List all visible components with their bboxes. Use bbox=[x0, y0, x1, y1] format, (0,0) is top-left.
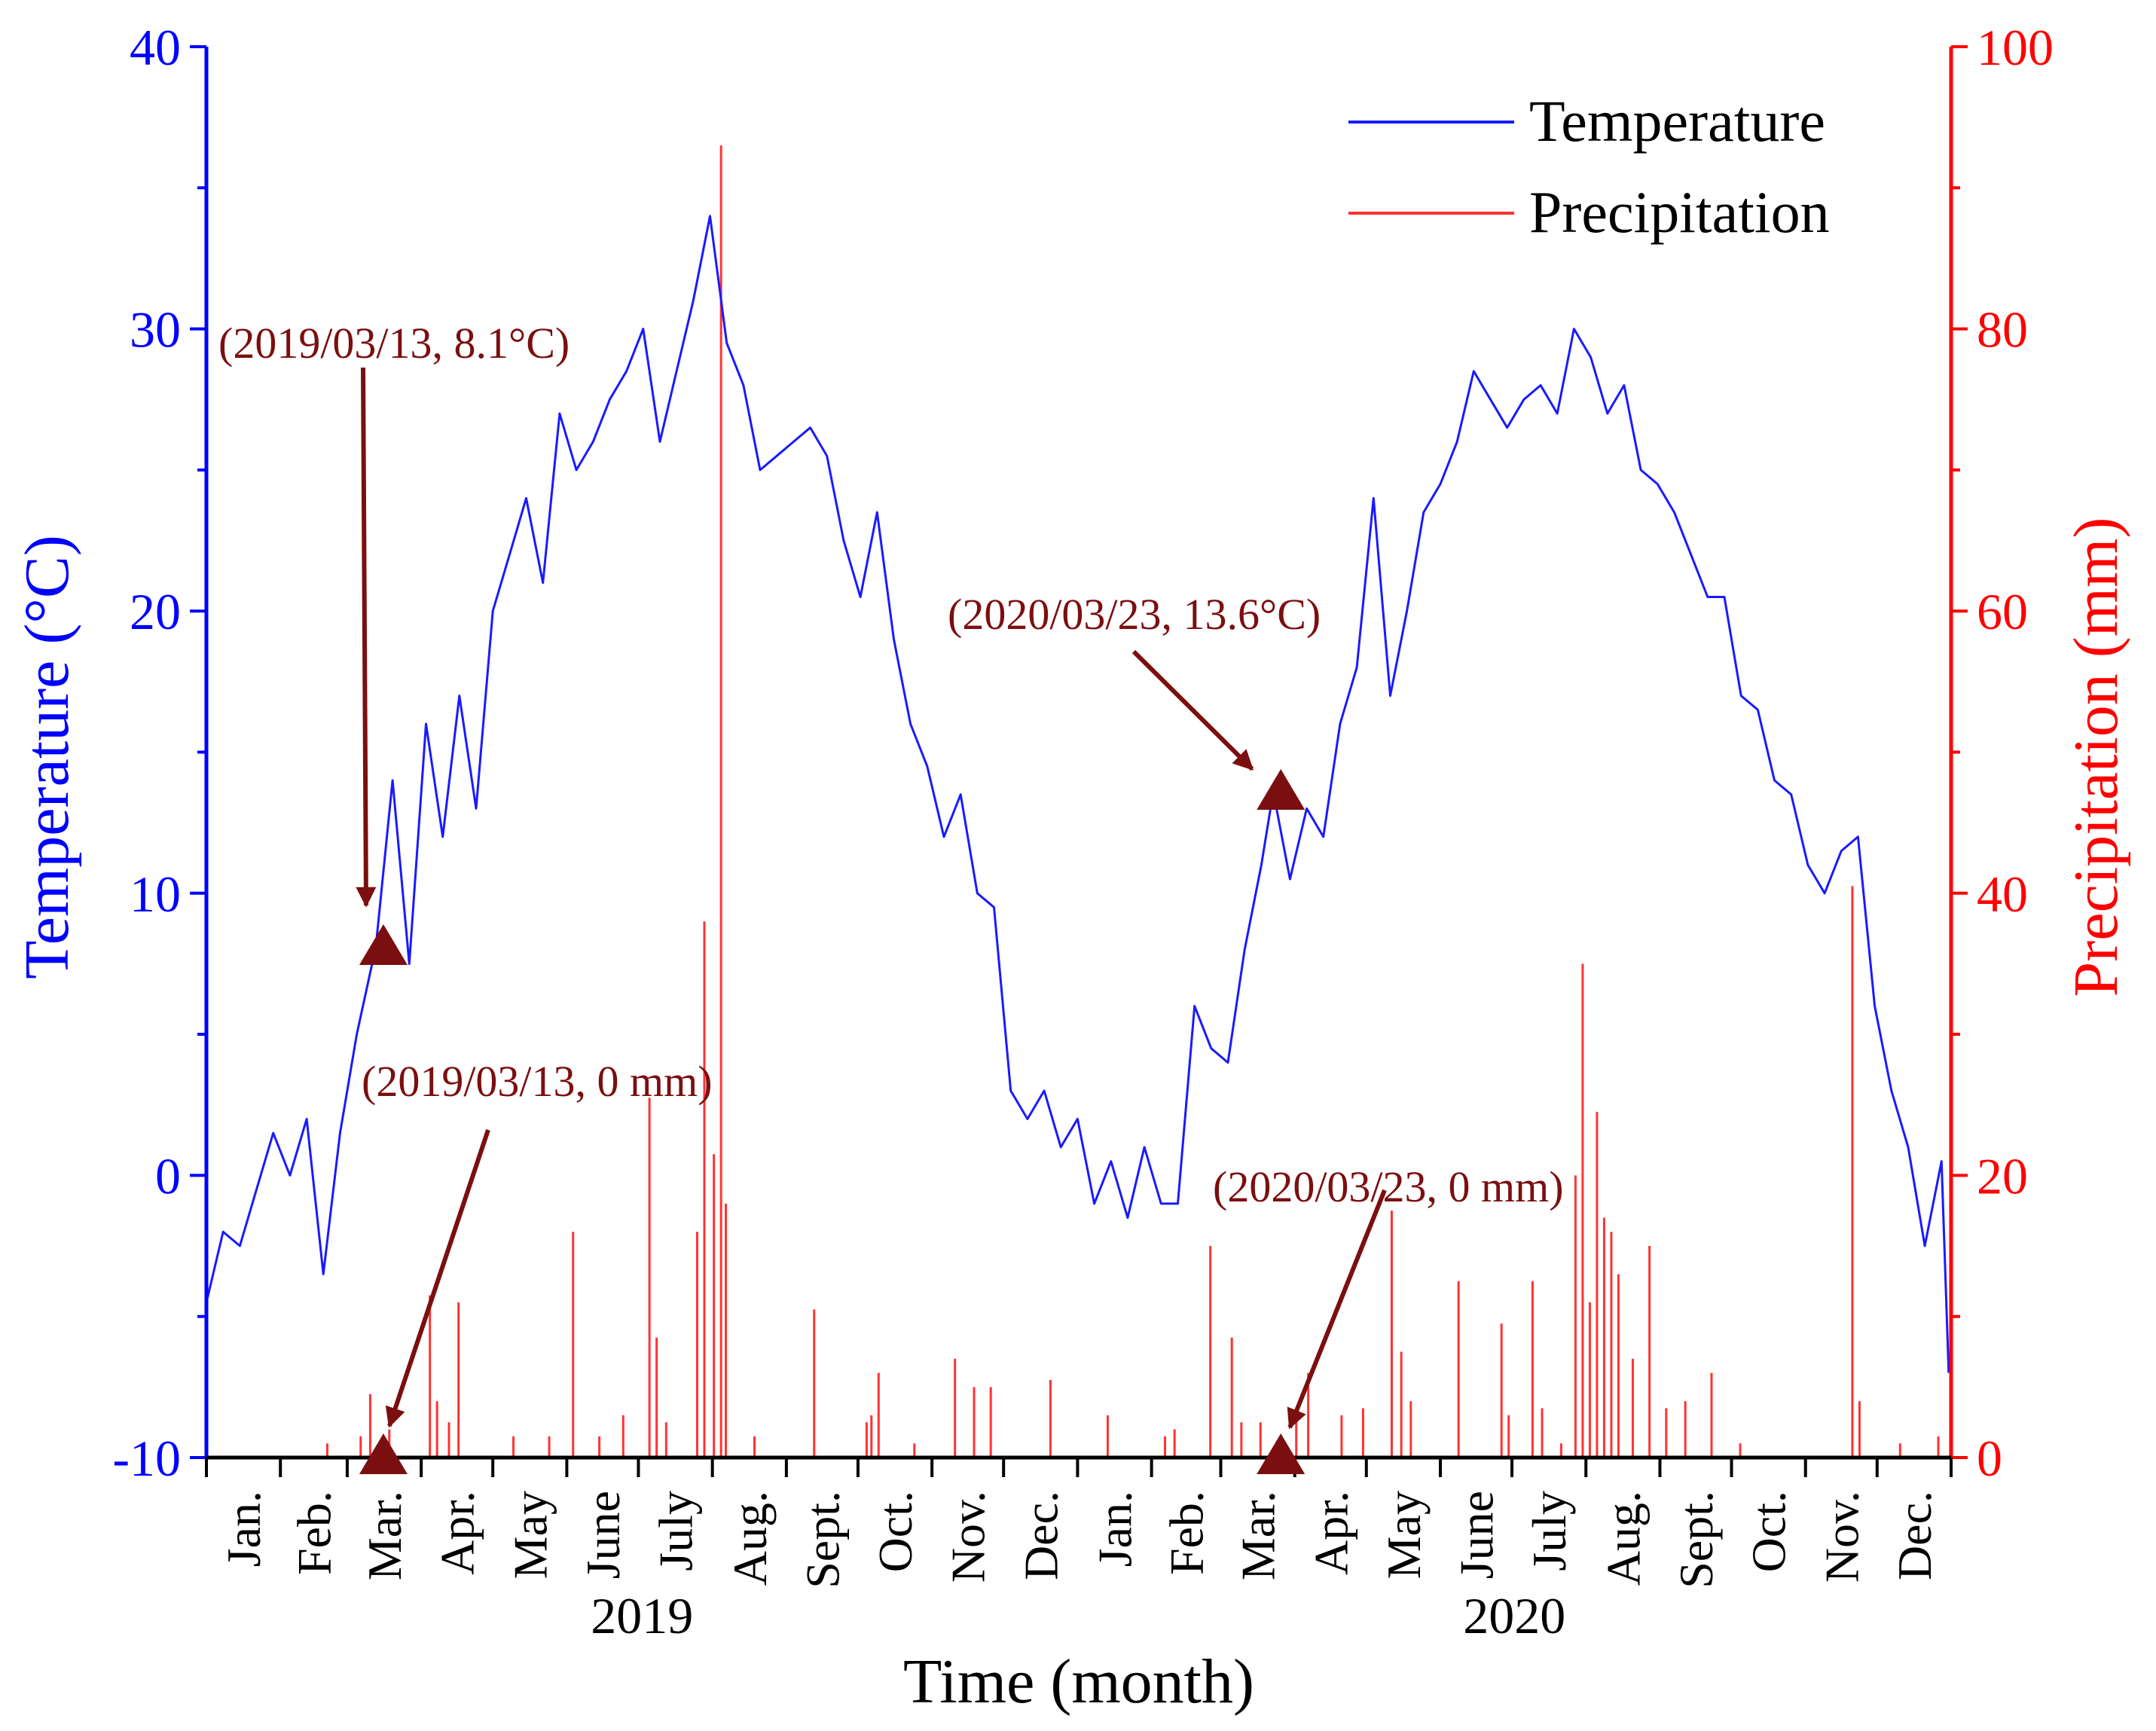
right-axis-title: Precipitation (mm) bbox=[2061, 517, 2131, 997]
month-label-23: Dec. bbox=[1888, 1491, 1941, 1580]
month-label-7: Aug. bbox=[723, 1491, 777, 1586]
annotation-marker-1 bbox=[359, 1433, 408, 1474]
annotation-marker-0 bbox=[359, 924, 408, 965]
month-label-1: Feb. bbox=[288, 1491, 341, 1575]
month-label-20: Sept. bbox=[1669, 1491, 1723, 1589]
month-label-5: June bbox=[576, 1491, 630, 1579]
month-label-15: Apr. bbox=[1304, 1491, 1357, 1575]
month-label-10: Nov. bbox=[942, 1491, 995, 1583]
left-tick-label-2: 10 bbox=[130, 866, 181, 923]
month-label-6: July bbox=[649, 1491, 703, 1571]
annotation-label-1: (2019/03/13, 0 mm) bbox=[362, 1057, 713, 1106]
annotation-label-2: (2020/03/23, 13.6°C) bbox=[948, 590, 1321, 639]
annotation-marker-3 bbox=[1257, 1433, 1306, 1474]
annotation-marker-2 bbox=[1257, 768, 1306, 810]
left-tick-label-0: -10 bbox=[112, 1430, 181, 1487]
month-label-13: Feb. bbox=[1160, 1491, 1214, 1575]
left-axis-title: Temperature (°C) bbox=[12, 535, 82, 979]
legend-temperature-label: Temperature bbox=[1529, 88, 1825, 154]
right-tick-label-4: 80 bbox=[1977, 301, 2028, 359]
month-label-12: Jan. bbox=[1089, 1491, 1142, 1567]
month-label-9: Oct. bbox=[869, 1491, 922, 1572]
annotations: (2019/03/13, 8.1°C) (2019/03/13, 0 mm) (20… bbox=[218, 319, 1564, 1474]
left-tick-label-5: 40 bbox=[130, 19, 181, 76]
left-tick-label-3: 20 bbox=[130, 583, 181, 640]
month-label-0: Jan. bbox=[217, 1491, 270, 1567]
month-label-11: Dec. bbox=[1014, 1491, 1067, 1580]
month-label-17: June bbox=[1450, 1491, 1504, 1579]
month-label-16: May bbox=[1377, 1491, 1431, 1579]
month-label-4: May bbox=[503, 1491, 557, 1579]
annotation-label-0: (2019/03/13, 8.1°C) bbox=[218, 319, 570, 368]
left-tick-label-1: 0 bbox=[155, 1147, 181, 1204]
right-tick-label-3: 60 bbox=[1977, 583, 2028, 640]
right-tick-label-2: 40 bbox=[1977, 866, 2028, 923]
right-tick-label-1: 20 bbox=[1977, 1147, 2028, 1204]
annotation-label-3: (2020/03/23, 0 mm) bbox=[1213, 1162, 1564, 1211]
month-label-22: Nov. bbox=[1815, 1491, 1868, 1583]
annotation-arrow-3 bbox=[1287, 1189, 1387, 1430]
axes: -10 0 10 20 30 40 0 20 40 60 80 100 Jan. Feb. Mar. Apr.… bbox=[112, 19, 2054, 1644]
right-tick-label-0: 0 bbox=[1977, 1430, 2002, 1487]
month-label-3: Apr. bbox=[431, 1491, 484, 1575]
month-label-18: July bbox=[1522, 1491, 1576, 1571]
legend: Temperature Precipitation bbox=[1348, 88, 1830, 245]
month-label-19: Aug. bbox=[1596, 1491, 1650, 1586]
year-label-1: 2020 bbox=[1463, 1587, 1565, 1644]
x-axis-title: Time (month) bbox=[903, 1647, 1254, 1717]
month-label-2: Mar. bbox=[358, 1491, 411, 1580]
annotation-arrow-0 bbox=[356, 367, 377, 908]
legend-precipitation-label: Precipitation bbox=[1529, 179, 1830, 245]
month-label-14: Mar. bbox=[1232, 1491, 1285, 1580]
right-tick-label-5: 100 bbox=[1977, 19, 2054, 76]
month-label-8: Sept. bbox=[796, 1491, 849, 1589]
annotation-arrow-1 bbox=[385, 1129, 490, 1428]
year-label-0: 2019 bbox=[591, 1587, 693, 1644]
temperature-series-line bbox=[205, 215, 1950, 1373]
month-label-21: Oct. bbox=[1742, 1491, 1796, 1572]
annotation-arrow-2 bbox=[1131, 649, 1254, 771]
left-tick-label-4: 30 bbox=[130, 301, 181, 359]
